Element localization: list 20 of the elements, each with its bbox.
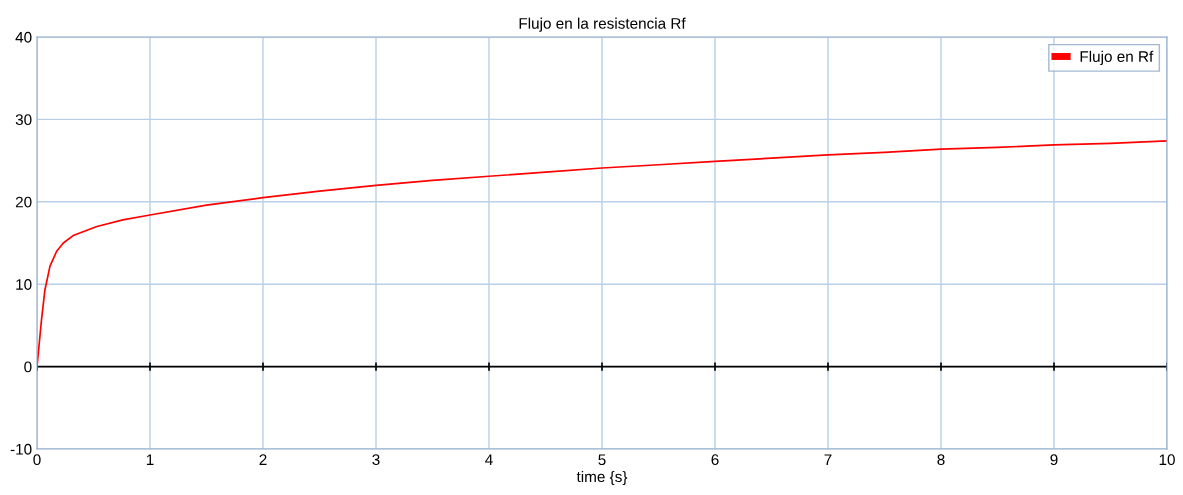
x-tick-label: 1 xyxy=(146,454,154,465)
x-tick-label: 10 xyxy=(1159,454,1175,466)
x-tick-label: 5 xyxy=(598,454,606,466)
y-tick-label: -10 xyxy=(10,443,32,455)
y-tick-label: 0 xyxy=(24,361,32,373)
x-tick-label: 9 xyxy=(1050,454,1058,466)
chart-title: Flujo en la resistencia Rf xyxy=(519,17,686,32)
x-tick-label: 2 xyxy=(259,454,267,465)
x-tick-label: 4 xyxy=(485,454,493,465)
y-tick-label: 40 xyxy=(15,31,32,43)
legend-label: Flujo en Rf xyxy=(1080,50,1154,65)
x-tick-label: 8 xyxy=(937,454,945,466)
x-tick-label: 6 xyxy=(711,454,719,466)
y-tick-label: 10 xyxy=(16,279,32,290)
x-tick-label: 0 xyxy=(33,454,41,466)
x-axis-title: time {s} xyxy=(576,470,628,486)
y-tick-label: 30 xyxy=(15,114,32,126)
y-tick-label: 20 xyxy=(15,196,32,208)
x-tick-label: 3 xyxy=(372,454,380,466)
x-tick-label: 7 xyxy=(824,454,832,465)
